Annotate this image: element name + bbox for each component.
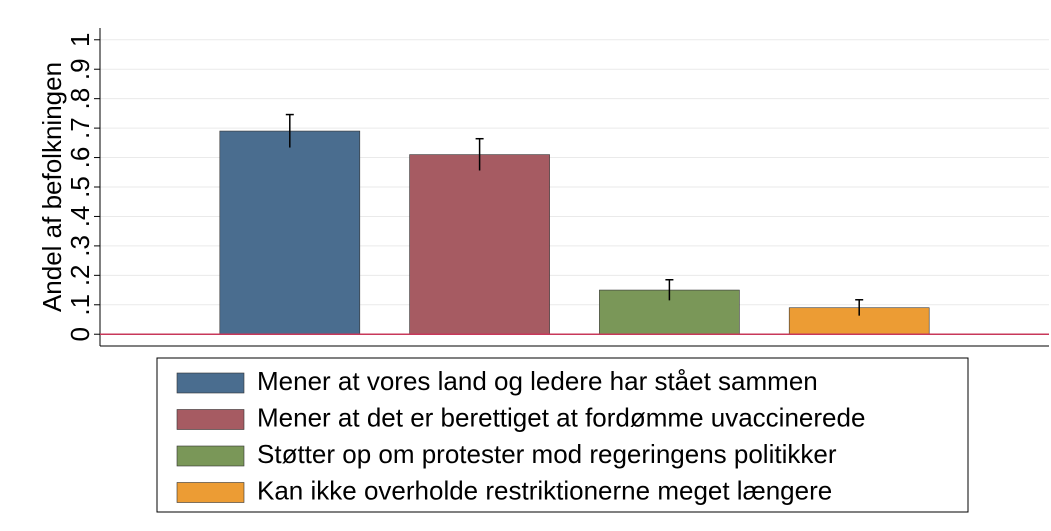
y-tick-label: .5 [65,176,95,198]
y-tick-label: .6 [65,147,95,169]
y-tick-label: .2 [65,264,95,286]
legend-label: Kan ikke overholde restriktionerne meget… [257,475,832,505]
y-tick-label: .3 [65,235,95,257]
y-tick-label: 1 [65,33,95,47]
y-axis-label: Andel af befolkningen [37,62,67,312]
legend-swatch [176,445,245,467]
legend-box [156,357,969,513]
bar [409,154,550,335]
y-tick-label: .8 [65,88,95,110]
y-tick-label: 0 [65,327,95,341]
legend-swatch [176,409,245,430]
y-tick-label: .4 [65,206,95,228]
legend-label: Støtter op om protester mod regeringens … [257,439,837,469]
legend-label: Mener at vores land og ledere har stået … [257,366,818,396]
y-tick-label: .7 [65,117,95,139]
y-tick-label: .1 [65,294,95,316]
legend-swatch [176,482,245,503]
legend-swatch [176,372,245,394]
y-tick-label: .9 [65,58,95,80]
legend-label: Mener at det er berettiget at fordømme u… [257,402,865,432]
bar [219,130,361,335]
